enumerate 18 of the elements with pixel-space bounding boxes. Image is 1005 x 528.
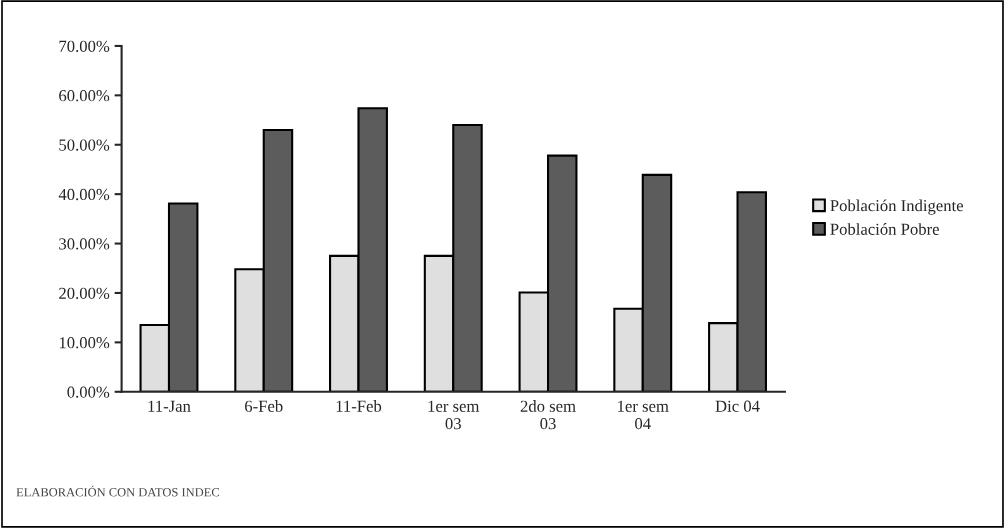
x-tick-label: 1er sem 04 <box>618 400 669 430</box>
y-tick-label: 70.00% <box>59 40 110 52</box>
x-tick-label: 11-Feb <box>336 400 382 412</box>
y-tick-label: 20.00% <box>59 287 110 299</box>
x-tick-label: 1er sem 03 <box>428 400 480 430</box>
y-tick-label: 50.00% <box>59 139 110 151</box>
y-tick-label: 0.00% <box>67 386 110 398</box>
legend-label: Población Pobre <box>830 223 939 235</box>
y-tick-label: 30.00% <box>59 238 110 250</box>
y-tick-label: 40.00% <box>58 188 110 201</box>
x-tick-label: 2do sem 03 <box>520 400 576 430</box>
text: ELABORACIÓN CON DATOS INDEC <box>16 485 219 497</box>
x-tick-label: 6-Feb <box>245 400 283 412</box>
x-tick-label: Dic 04 <box>715 400 760 412</box>
x-tick-label: 11-Jan <box>148 400 191 412</box>
legend-label: Población Indigente <box>830 199 964 215</box>
y-tick-label: 10.00% <box>59 337 110 349</box>
y-tick-label: 60.00% <box>59 90 110 102</box>
